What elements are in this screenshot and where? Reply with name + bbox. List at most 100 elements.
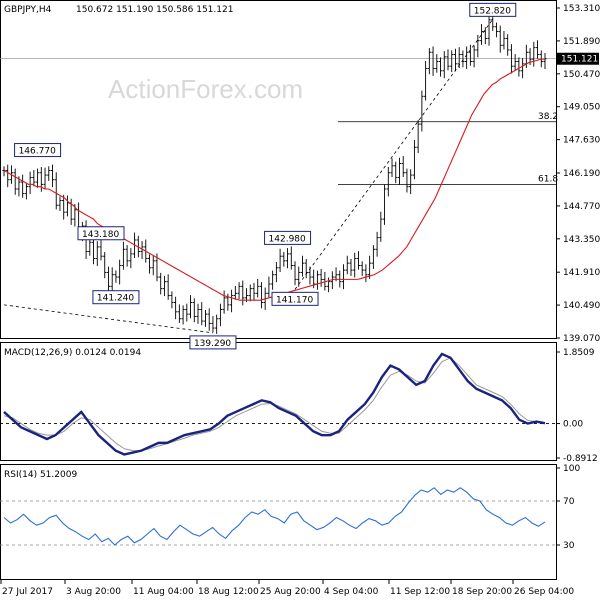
price-bar [450, 50, 454, 72]
price-bar [535, 40, 540, 59]
price-bar [464, 46, 469, 69]
price-bar [356, 251, 361, 270]
price-bar [35, 168, 40, 188]
price-bar [446, 49, 450, 71]
price-annotation: 141.170 [271, 291, 319, 306]
price-bar [282, 252, 286, 267]
rsi-y-tick-label: 100 [563, 464, 580, 474]
price-bar [166, 274, 170, 300]
last-price-label: 151.121 [561, 55, 598, 65]
last-price-badge: 151.121 [557, 52, 599, 65]
x-tick-label: 3 Aug 20:00 [66, 587, 121, 597]
price-bar [420, 90, 424, 132]
price-y-tick-label: 150.470 [563, 70, 600, 80]
price-bar [412, 139, 417, 180]
price-bar [181, 305, 185, 325]
price-bar [435, 54, 439, 73]
price-y-tick-label: 144.770 [563, 202, 600, 212]
price-y-tick-label: 153.310 [563, 4, 600, 14]
price-bar [43, 167, 47, 189]
price-bar [196, 303, 200, 324]
price-bar [259, 282, 264, 309]
price-bar [28, 171, 32, 195]
x-tick-label: 25 Aug 20:00 [260, 587, 321, 597]
watermark: ActionForex.com [108, 74, 303, 104]
price-bar [353, 252, 357, 278]
price-y-tick-label: 139.070 [563, 334, 600, 344]
price-bar [192, 298, 196, 323]
x-tick-label: 18 Aug 12:00 [198, 587, 259, 597]
price-bar [285, 248, 290, 269]
price-annotation-box [271, 291, 319, 306]
price-bar [211, 315, 215, 333]
price-annotation-box [264, 230, 312, 245]
price-bar [323, 271, 327, 291]
price-bar [252, 282, 256, 301]
price-bar [289, 246, 293, 270]
price-y-tick-label: 140.490 [563, 301, 600, 311]
macd-y-tick-label: -0.8912 [563, 454, 598, 464]
price-annotation-label: 143.180 [82, 230, 119, 240]
price-bar [326, 277, 331, 293]
price-bar [125, 245, 129, 267]
price-bar [367, 255, 372, 279]
price-bar [293, 261, 297, 286]
price-bar [237, 282, 241, 300]
price-bar [207, 308, 211, 331]
price-bar [498, 25, 502, 53]
price-bar [405, 168, 409, 193]
macd-line [3, 352, 546, 456]
price-bar [110, 267, 114, 291]
price-bar [506, 34, 510, 56]
price-bar [543, 52, 547, 69]
price-bar [438, 57, 443, 77]
price-bar [468, 44, 473, 66]
price-bar [159, 272, 163, 295]
price-bar [487, 14, 491, 46]
price-annotation-label: 152.820 [474, 6, 511, 16]
price-bar [513, 54, 517, 71]
price-bar [520, 58, 525, 79]
price-title: GBPJPY,H4 [4, 5, 52, 15]
price-bar [423, 61, 428, 101]
price-bar [517, 57, 521, 77]
price-bar [394, 161, 398, 184]
price-bar [50, 164, 55, 188]
price-bar [345, 255, 349, 275]
price-bar [341, 264, 346, 290]
macd-y-tick-label: 0.00 [563, 420, 583, 430]
price-bar [117, 259, 122, 285]
price-bar [54, 172, 58, 210]
price-bar [270, 270, 275, 290]
price-bar [200, 302, 204, 326]
price-bar [379, 211, 383, 242]
price-bar [65, 195, 70, 217]
price-bar [416, 119, 420, 154]
price-bar [476, 34, 480, 58]
price-annotation: 142.980 [264, 230, 312, 245]
price-bar [349, 258, 353, 276]
price-bar [315, 270, 320, 290]
x-tick-label: 4 Sep 04:00 [324, 587, 379, 597]
price-bar [483, 27, 487, 45]
macd-panel [0, 342, 557, 461]
price-annotation-box [189, 335, 237, 350]
price-bar [185, 303, 189, 322]
rsi-line [3, 487, 546, 546]
price-bar [502, 30, 506, 50]
price-annotation: 152.820 [469, 2, 517, 17]
price-bar [297, 266, 301, 287]
price-bar [278, 248, 282, 272]
price-bar [304, 258, 308, 279]
price-bar [233, 285, 238, 300]
price-bar [24, 182, 29, 200]
trend-line [3, 304, 213, 334]
price-bar [170, 291, 174, 309]
price-bar [442, 51, 446, 79]
price-bar [47, 166, 51, 181]
price-bar [364, 264, 368, 283]
price-bar [218, 303, 223, 327]
trend-line [294, 19, 494, 290]
price-ohlc: 150.672 151.190 150.586 151.121 [76, 5, 233, 15]
